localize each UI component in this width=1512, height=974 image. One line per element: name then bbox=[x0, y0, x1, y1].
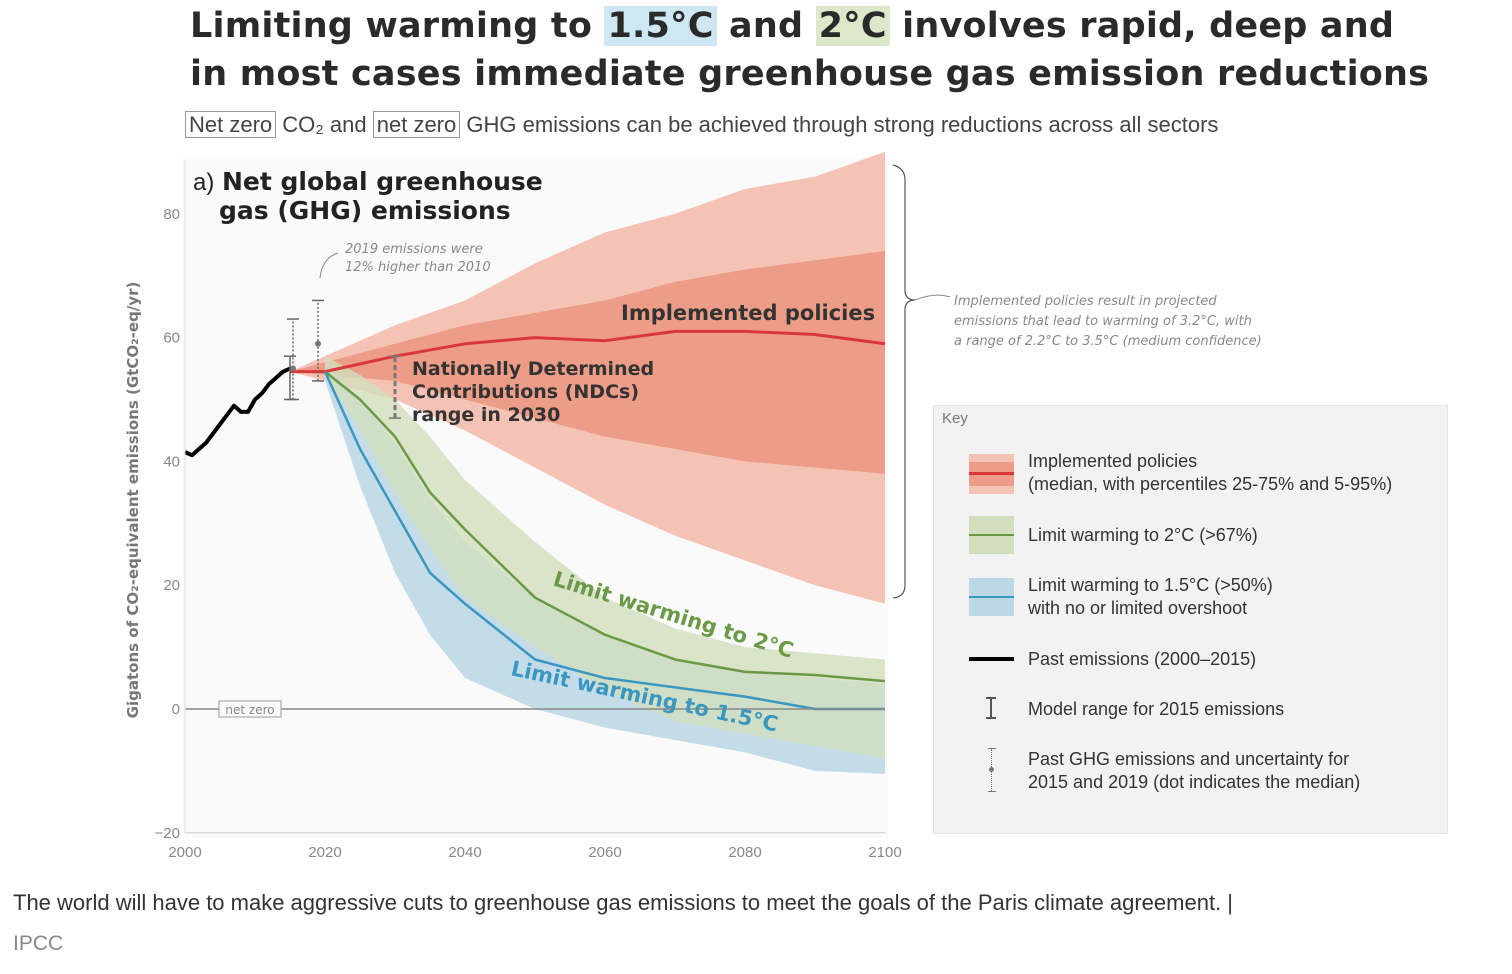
legend-item-model-range: Model range for 2015 emissions bbox=[1028, 699, 1285, 719]
band-1-5c bbox=[325, 362, 885, 774]
net-zero-label: net zero bbox=[225, 703, 274, 717]
legend-swatch-implemented bbox=[969, 454, 1014, 494]
error-bar-median-dot bbox=[315, 340, 321, 347]
legend-item-uncertainty: Past GHG emissions and uncertainty for bbox=[1028, 749, 1350, 769]
legend-item-15c: Limit warming to 1.5°C (>50%) bbox=[1028, 575, 1273, 595]
title-text: involves rapid, deep and bbox=[889, 6, 1395, 46]
legend-item-implemented: Implemented policies bbox=[1028, 451, 1198, 471]
y-tick-label: −20 bbox=[155, 825, 180, 842]
brace bbox=[892, 164, 916, 599]
ndc-line-3: range in 2030 bbox=[412, 404, 560, 426]
caption: The world will have to make aggressive c… bbox=[13, 890, 1233, 915]
implemented-median-line bbox=[290, 329, 886, 374]
title-text: Limiting warming to bbox=[190, 6, 605, 46]
y-tick-label: 80 bbox=[163, 206, 180, 223]
1-5c-median-line bbox=[323, 371, 885, 711]
annotation-2019-1: 2019 emissions were bbox=[345, 242, 483, 257]
y-tick-label: 40 bbox=[163, 453, 180, 470]
net-zero-box bbox=[218, 700, 282, 718]
x-tick-label: 2060 bbox=[588, 844, 621, 861]
legend-uncertainty-icon bbox=[988, 748, 996, 792]
title-highlight-1-5: 1.5°C bbox=[604, 6, 717, 46]
subtitle-text: CO₂ and bbox=[276, 112, 373, 137]
brace-line-2: emissions that lead to warming of 3.2°C,… bbox=[954, 314, 1252, 329]
legend: Key Implemented policies (median, with p… bbox=[933, 405, 1448, 834]
legend-swatch-15c bbox=[969, 578, 1014, 616]
band-2c bbox=[325, 356, 885, 759]
x-tick-label: 2020 bbox=[308, 844, 341, 861]
panel-title-2: gas (GHG) emissions bbox=[219, 196, 511, 225]
x-tick-label: 2000 bbox=[168, 844, 201, 861]
error-bar bbox=[287, 318, 299, 401]
title-text: and bbox=[716, 6, 816, 46]
legend-title: Key bbox=[942, 410, 968, 427]
legend-item-uncertainty-sub: 2015 and 2019 (dot indicates the median) bbox=[1028, 772, 1361, 792]
error-bar-median-dot bbox=[290, 365, 296, 372]
y-tick-label: 60 bbox=[163, 330, 180, 347]
legend-item-implemented-sub: (median, with percentiles 25-75% and 5-9… bbox=[1028, 474, 1393, 494]
annotation-brace: Implemented policies result in projected… bbox=[954, 294, 1262, 349]
ndc-line-2: Contributions (NDCs) bbox=[412, 381, 639, 403]
annotation-implemented: Implemented policies bbox=[621, 301, 875, 325]
x-tick-label: 2040 bbox=[448, 844, 481, 861]
subtitle: Net zero CO₂ and net zero GHG emissions … bbox=[185, 111, 1219, 138]
ndc-line-1: Nationally Determined bbox=[412, 358, 654, 380]
error-bar bbox=[389, 355, 401, 419]
y-axis-label: Gigatons of CO₂-equivalent emissions (Gt… bbox=[124, 282, 142, 719]
y-tick-label: 0 bbox=[172, 701, 180, 718]
subtitle-box: net zero bbox=[372, 111, 461, 138]
panel-title-1: Net global greenhouse bbox=[222, 167, 543, 196]
implemented-band-25-75 bbox=[290, 250, 885, 474]
error-bar bbox=[312, 299, 324, 382]
brace-line-3: a range of 2.2°C to 3.5°C (medium confid… bbox=[954, 334, 1262, 349]
title-highlight-2: 2°C bbox=[815, 6, 890, 46]
legend-swatch-2c bbox=[969, 516, 1014, 554]
page-title: Limiting warming to 1.5°C and 2°C involv… bbox=[190, 2, 1429, 98]
subtitle-text: GHG emissions can be achieved through st… bbox=[460, 112, 1219, 137]
past-emissions-line bbox=[184, 366, 291, 458]
legend-item-2c: Limit warming to 2°C (>67%) bbox=[1028, 525, 1258, 545]
annotation-2019-2: 12% higher than 2010 bbox=[345, 260, 491, 275]
legend-model-range-icon bbox=[986, 697, 996, 719]
brace-connector bbox=[914, 294, 951, 301]
annotation-ndc: Nationally Determined Contributions (NDC… bbox=[412, 358, 654, 426]
panel-label: a) bbox=[193, 169, 214, 196]
x-tick-label: 2100 bbox=[868, 844, 901, 861]
y-tick-label: 20 bbox=[163, 577, 180, 594]
title-line-2: in most cases immediate greenhouse gas e… bbox=[190, 54, 1430, 94]
subtitle-box: Net zero bbox=[185, 111, 277, 138]
legend-item-15c-sub: with no or limited overshoot bbox=[1028, 598, 1248, 618]
2c-median-line bbox=[324, 370, 886, 683]
annotation-arrow bbox=[319, 252, 339, 279]
brace-line-1: Implemented policies result in projected bbox=[954, 294, 1217, 309]
x-tick-label: 2080 bbox=[728, 844, 761, 861]
legend-item-past: Past emissions (2000–2015) bbox=[1028, 649, 1257, 669]
credit: IPCC bbox=[13, 932, 64, 955]
legend-swatch-past bbox=[969, 657, 1014, 661]
